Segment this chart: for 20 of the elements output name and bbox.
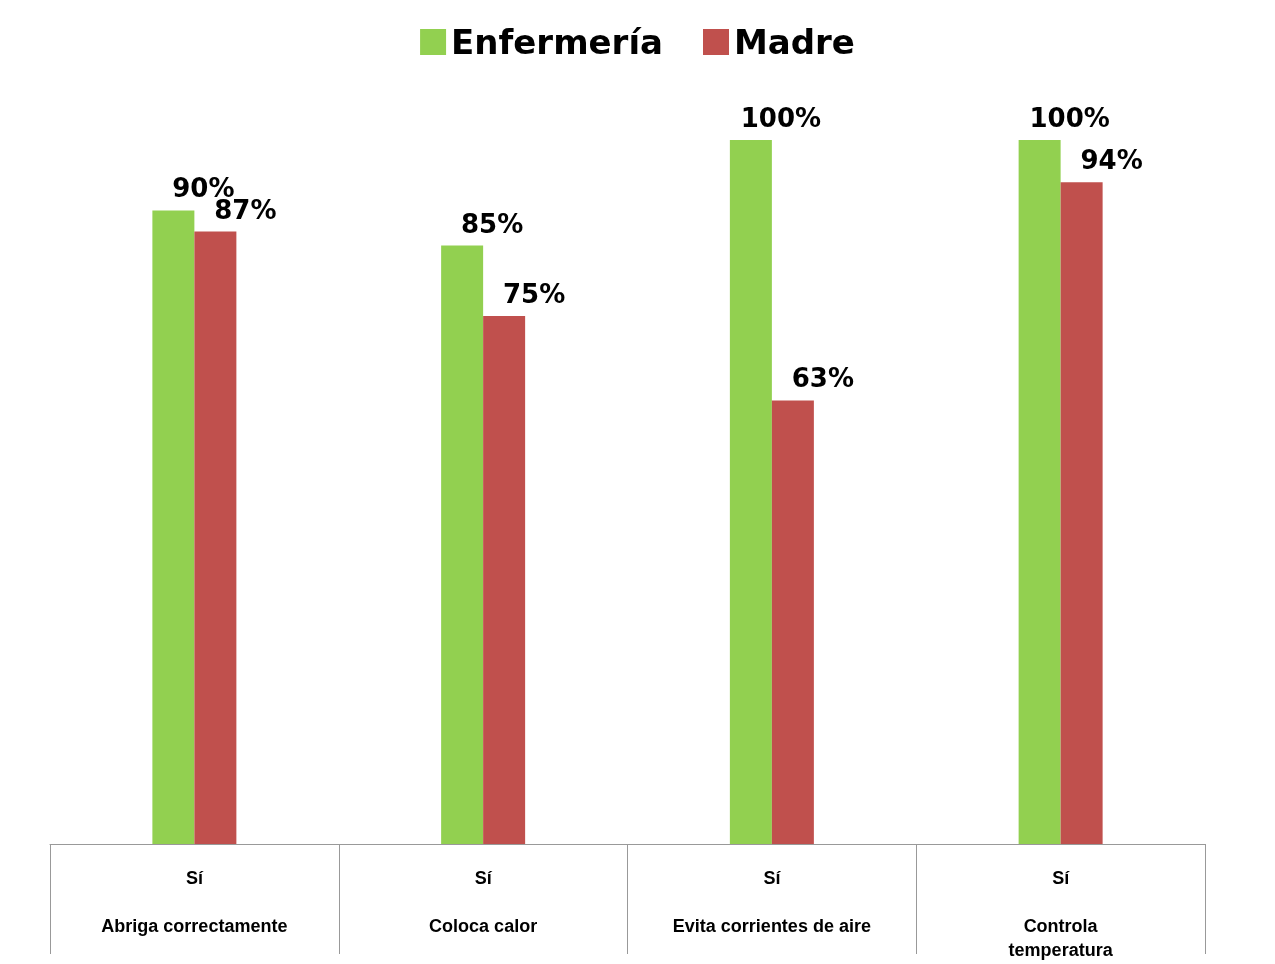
bar: [1060, 182, 1103, 844]
bar: [1018, 140, 1061, 844]
bar: [729, 140, 772, 844]
bar: [194, 231, 237, 844]
data-label: 94%: [1080, 145, 1143, 176]
category-label: Sí Coloca calor: [429, 868, 538, 936]
data-label: 100%: [740, 103, 822, 133]
bar: [152, 210, 195, 844]
legend-label: Enfermería: [451, 22, 663, 62]
bar: [483, 316, 526, 844]
bar: [771, 400, 814, 844]
data-label: 85%: [461, 208, 524, 239]
data-label: 75%: [503, 279, 566, 309]
data-label: 100%: [1029, 103, 1110, 133]
legend-label: Madre: [733, 22, 855, 62]
data-label: 63%: [791, 363, 854, 394]
category-label: Sí Evita corrientes de aire: [672, 868, 871, 936]
category-label: Sí Abriga correctamente: [101, 868, 288, 936]
bar: [441, 245, 484, 844]
category-label: Sí Controla temperatura: [1008, 868, 1113, 960]
